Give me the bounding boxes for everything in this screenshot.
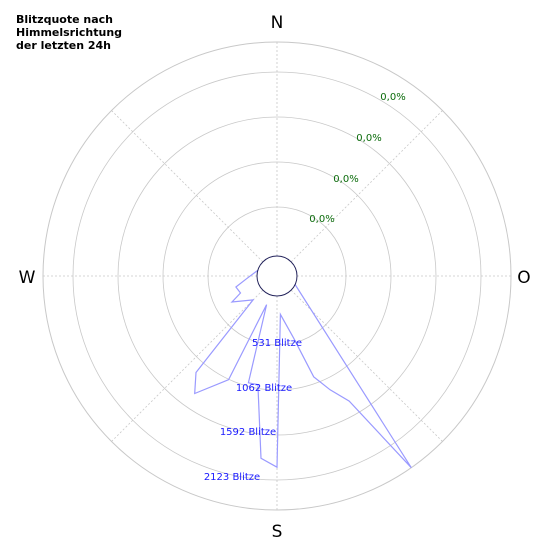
chart-title: Blitzquote nach Himmelsrichtung der letz… [16, 13, 123, 52]
count-label-3: 1592 Blitze [220, 427, 276, 438]
percent-label-2: 0,0% [333, 174, 358, 185]
direction-label-west: W [19, 268, 36, 288]
grid-ring [117, 116, 437, 436]
direction-label-south: S [272, 522, 283, 542]
count-label-2: 1062 Blitze [236, 383, 292, 394]
series-line-lightning [194, 255, 412, 469]
percent-label-1: 0,0% [309, 214, 334, 225]
grid-spoke [111, 110, 278, 277]
direction-label-east: O [517, 268, 530, 288]
count-label-1: 531 Blitze [252, 338, 302, 349]
direction-label-north: N [271, 13, 284, 33]
grid-spoke [111, 275, 278, 442]
polar-spokes [43, 42, 511, 510]
percent-label-3: 0,0% [356, 133, 381, 144]
grid-spoke [276, 275, 443, 442]
center-circle [256, 255, 298, 297]
grid-spoke [276, 110, 443, 277]
percent-label-4: 0,0% [380, 92, 405, 103]
count-label-4: 2123 Blitze [204, 472, 260, 483]
